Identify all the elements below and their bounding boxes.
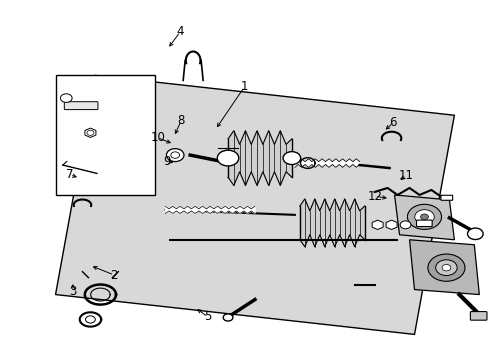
Polygon shape — [85, 128, 96, 138]
Text: 5: 5 — [204, 310, 211, 324]
Circle shape — [87, 130, 94, 135]
FancyBboxPatch shape — [64, 102, 98, 109]
Polygon shape — [294, 159, 359, 167]
Circle shape — [283, 152, 300, 165]
Circle shape — [427, 254, 464, 281]
Text: 4: 4 — [176, 26, 183, 39]
Circle shape — [166, 149, 183, 162]
Text: 12: 12 — [367, 190, 382, 203]
Circle shape — [217, 150, 238, 166]
Polygon shape — [371, 220, 382, 229]
Polygon shape — [299, 199, 364, 247]
Text: 3: 3 — [69, 285, 77, 298]
Circle shape — [399, 221, 410, 229]
Text: 7: 7 — [66, 168, 74, 181]
FancyBboxPatch shape — [469, 311, 486, 320]
FancyBboxPatch shape — [440, 195, 452, 200]
Text: 10: 10 — [150, 131, 165, 144]
Circle shape — [467, 228, 482, 239]
Circle shape — [435, 260, 456, 275]
Text: 9: 9 — [163, 155, 171, 168]
Polygon shape — [227, 131, 291, 185]
Circle shape — [223, 314, 232, 321]
Text: 11: 11 — [398, 169, 413, 182]
Circle shape — [420, 214, 427, 220]
Polygon shape — [165, 206, 254, 213]
Circle shape — [407, 204, 441, 229]
Text: 8: 8 — [177, 114, 184, 127]
Bar — [56, 75, 155, 195]
Circle shape — [414, 210, 433, 224]
Text: 6: 6 — [388, 116, 396, 129]
Polygon shape — [56, 75, 453, 334]
Circle shape — [61, 94, 72, 103]
Text: 1: 1 — [240, 80, 248, 93]
Circle shape — [170, 152, 179, 158]
Circle shape — [441, 265, 450, 271]
Polygon shape — [408, 240, 478, 294]
Text: 2: 2 — [110, 269, 118, 282]
Polygon shape — [394, 195, 453, 240]
FancyBboxPatch shape — [416, 220, 431, 226]
Circle shape — [85, 316, 95, 323]
Polygon shape — [386, 220, 396, 229]
